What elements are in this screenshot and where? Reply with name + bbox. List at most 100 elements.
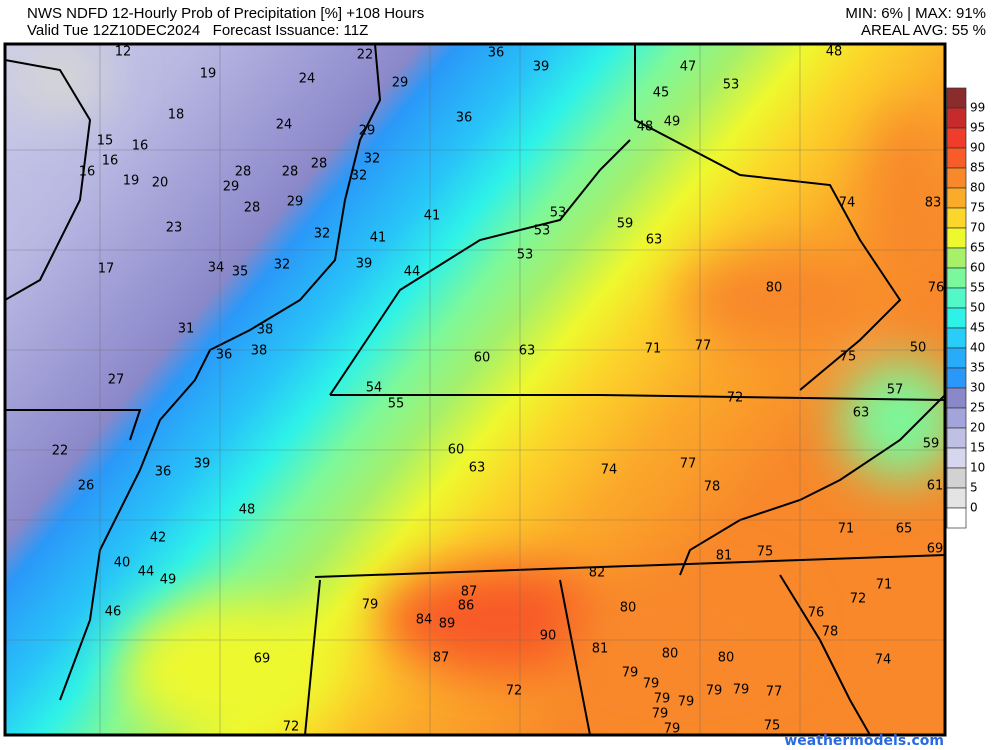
pop-value-label: 38 bbox=[257, 323, 274, 338]
pop-value-label: 41 bbox=[424, 209, 441, 224]
legend-label: 50 bbox=[970, 301, 985, 315]
pop-value-label: 79 bbox=[654, 692, 671, 707]
pop-value-label: 24 bbox=[299, 72, 316, 87]
pop-value-label: 24 bbox=[276, 118, 293, 133]
pop-value-label: 31 bbox=[178, 322, 195, 337]
pop-value-label: 65 bbox=[896, 522, 913, 537]
legend-label: 75 bbox=[970, 201, 985, 215]
pop-value-label: 44 bbox=[138, 565, 155, 580]
pop-value-label: 54 bbox=[366, 381, 383, 396]
pop-value-label: 79 bbox=[652, 707, 669, 722]
pop-value-label: 76 bbox=[808, 606, 825, 621]
legend-label: 55 bbox=[970, 281, 985, 295]
pop-value-label: 71 bbox=[645, 342, 662, 357]
pop-value-label: 74 bbox=[875, 653, 892, 668]
pop-value-label: 36 bbox=[155, 465, 172, 480]
pop-value-label: 72 bbox=[283, 720, 300, 735]
pop-value-label: 17 bbox=[98, 262, 115, 277]
pop-value-label: 42 bbox=[150, 531, 167, 546]
legend-label: 10 bbox=[970, 461, 985, 475]
pop-value-label: 72 bbox=[850, 592, 867, 607]
pop-value-label: 63 bbox=[469, 461, 486, 476]
pop-value-label: 80 bbox=[718, 651, 735, 666]
pop-value-label: 26 bbox=[78, 479, 95, 494]
pop-value-label: 48 bbox=[239, 503, 256, 518]
legend-swatch bbox=[946, 367, 967, 389]
legend-swatch bbox=[946, 407, 967, 429]
legend-label: 99 bbox=[970, 101, 985, 115]
legend-swatch bbox=[946, 127, 967, 149]
legend-label: 40 bbox=[970, 341, 985, 355]
pop-value-label: 78 bbox=[704, 480, 721, 495]
pop-value-label: 55 bbox=[388, 397, 405, 412]
legend-swatch bbox=[946, 167, 967, 189]
pop-value-label: 34 bbox=[208, 261, 225, 276]
pop-value-label: 29 bbox=[392, 76, 409, 91]
legend-swatch bbox=[946, 147, 967, 169]
legend-label: 5 bbox=[970, 481, 978, 495]
pop-value-label: 69 bbox=[254, 652, 271, 667]
legend-swatch bbox=[946, 87, 967, 109]
pop-value-label: 47 bbox=[680, 60, 697, 75]
pop-value-label: 53 bbox=[723, 78, 740, 93]
pop-value-label: 72 bbox=[506, 684, 523, 699]
legend-swatch bbox=[946, 347, 967, 369]
legend-label: 20 bbox=[970, 421, 985, 435]
pop-value-label: 80 bbox=[766, 281, 783, 296]
legend-label: 70 bbox=[970, 221, 985, 235]
pop-value-label: 53 bbox=[517, 248, 534, 263]
pop-value-label: 28 bbox=[282, 165, 299, 180]
pop-value-label: 35 bbox=[232, 265, 249, 280]
min-max: MIN: 6% | MAX: 91% bbox=[845, 5, 986, 22]
pop-value-label: 74 bbox=[601, 463, 618, 478]
pop-value-label: 32 bbox=[314, 227, 331, 242]
pop-value-label: 18 bbox=[168, 108, 185, 123]
pop-value-label: 36 bbox=[488, 46, 505, 61]
pop-value-label: 23 bbox=[166, 221, 183, 236]
pop-value-label: 79 bbox=[733, 683, 750, 698]
legend-swatch bbox=[946, 267, 967, 289]
pop-value-label: 36 bbox=[216, 348, 233, 363]
legend-label: 90 bbox=[970, 141, 985, 155]
legend-swatch bbox=[946, 207, 967, 229]
pop-value-label: 48 bbox=[826, 45, 843, 60]
pop-value-label: 32 bbox=[364, 152, 381, 167]
pop-value-label: 79 bbox=[706, 684, 723, 699]
legend-swatch bbox=[946, 247, 967, 269]
pop-value-label: 59 bbox=[617, 217, 634, 232]
legend-swatch bbox=[946, 227, 967, 249]
pop-value-label: 75 bbox=[764, 719, 781, 734]
legend-swatch bbox=[946, 467, 967, 489]
pop-value-label: 20 bbox=[152, 176, 169, 191]
pop-value-label: 22 bbox=[52, 444, 69, 459]
pop-value-label: 71 bbox=[876, 578, 893, 593]
pop-value-label: 84 bbox=[416, 613, 433, 628]
pop-value-label: 39 bbox=[533, 60, 550, 75]
pop-value-label: 39 bbox=[194, 457, 211, 472]
legend-label: 15 bbox=[970, 441, 985, 455]
pop-value-label: 29 bbox=[223, 180, 240, 195]
pop-value-label: 77 bbox=[766, 685, 783, 700]
pop-value-label: 71 bbox=[838, 522, 855, 537]
pop-value-label: 87 bbox=[461, 585, 478, 600]
pop-value-label: 63 bbox=[853, 406, 870, 421]
pop-value-label: 63 bbox=[519, 344, 536, 359]
legend-label: 85 bbox=[970, 161, 985, 175]
pop-value-label: 60 bbox=[448, 443, 465, 458]
legend-label: 35 bbox=[970, 361, 985, 375]
county-borders bbox=[5, 44, 945, 735]
pop-value-label: 49 bbox=[160, 573, 177, 588]
legend-label: 0 bbox=[970, 501, 978, 515]
pop-value-label: 57 bbox=[887, 383, 904, 398]
pop-value-label: 79 bbox=[664, 722, 681, 737]
legend-swatch bbox=[946, 287, 967, 309]
pop-value-label: 59 bbox=[923, 437, 940, 452]
pop-value-label: 79 bbox=[643, 677, 660, 692]
pop-value-label: 19 bbox=[123, 174, 140, 189]
pop-value-label: 12 bbox=[115, 45, 132, 60]
pop-value-label: 90 bbox=[540, 629, 557, 644]
pop-value-label: 79 bbox=[362, 598, 379, 613]
pop-value-label: 22 bbox=[357, 48, 374, 63]
pop-value-label: 80 bbox=[662, 647, 679, 662]
